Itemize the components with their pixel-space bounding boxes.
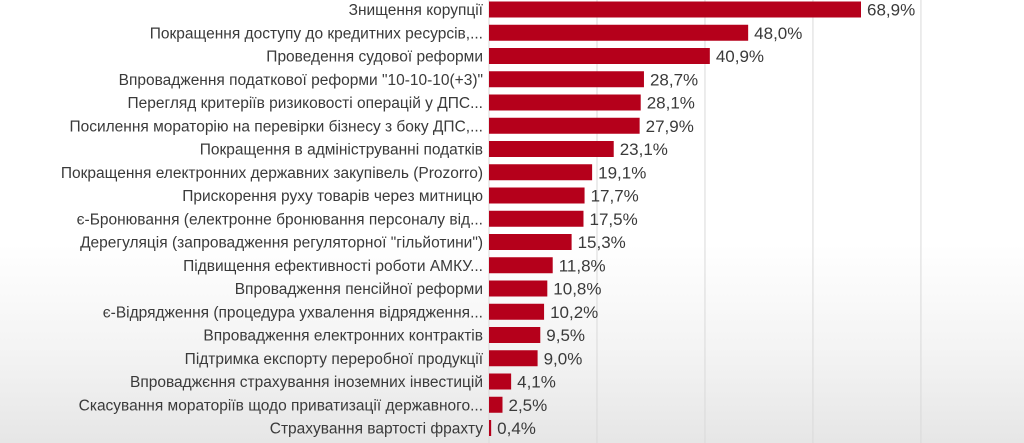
value-label: 9,0%: [544, 349, 583, 368]
category-label: Прискорення руху товарів через митницю: [182, 188, 483, 205]
category-label: Підвищення ефективності роботи АМКУ...: [183, 258, 483, 275]
value-label: 15,3%: [578, 233, 626, 252]
value-label: 28,1%: [647, 94, 695, 113]
category-label: Скасування мораторіїв щодо приватизації …: [79, 397, 483, 414]
bar: [489, 280, 548, 297]
bar: [489, 1, 861, 18]
value-label: 0,4%: [497, 419, 536, 438]
bar: [489, 48, 710, 64]
bar: [489, 350, 538, 367]
bar: [489, 210, 584, 227]
value-label: 9,5%: [546, 326, 585, 345]
bar: [489, 327, 541, 343]
value-label: 27,9%: [646, 117, 694, 136]
category-label: Впроваджєння страхування іноземних інвес…: [130, 374, 483, 391]
value-label: 23,1%: [620, 140, 668, 159]
bar: [489, 257, 553, 274]
category-label: Проведення судової реформи: [266, 49, 483, 66]
bar: [489, 94, 641, 111]
category-label: Перегляд критеріїв ризиковості операцій …: [128, 95, 484, 112]
bar: [489, 420, 492, 436]
bar: [489, 24, 749, 41]
category-label: Покращення електронних державних закупів…: [61, 165, 483, 182]
bar: [489, 141, 614, 157]
category-label: є-Бронювання (електронне бронювання перс…: [77, 211, 483, 228]
bar: [489, 117, 640, 134]
value-label: 28,7%: [650, 70, 698, 89]
category-label: Страхування вартості фрахту: [270, 421, 483, 438]
value-label: 10,2%: [550, 303, 598, 322]
category-label: Дерегуляція (запровадження регуляторної …: [80, 235, 483, 252]
category-labels: Знищення корупції Покращення доступу до к…: [61, 2, 484, 438]
category-label: Впровадження електронних контрактів: [203, 328, 483, 345]
bar: [489, 303, 545, 320]
category-label: Впровадження податкової реформи "10-10-1…: [119, 72, 483, 89]
value-label: 11,8%: [559, 256, 606, 275]
value-label: 40,9%: [716, 47, 764, 66]
bar: [489, 187, 585, 204]
category-label: Покращення доступу до кредитних ресурсів…: [150, 25, 483, 42]
category-label: Знищення корупції: [349, 2, 484, 19]
value-labels: 68,9% 48,0% 40,9% 28,7% 28,1% 27,9% 23,1% 19,1%…: [497, 1, 915, 439]
value-label: 2,5%: [508, 396, 547, 415]
category-label: є-Відрядження (процедура ухвалення відря…: [103, 304, 483, 321]
value-label: 4,1%: [517, 373, 556, 392]
bar: [489, 71, 644, 88]
value-label: 68,9%: [867, 1, 915, 20]
bar: [489, 164, 593, 181]
bar: [489, 373, 512, 390]
bar: [489, 234, 572, 250]
value-label: 19,1%: [598, 163, 646, 182]
bars: [489, 1, 861, 436]
bar: [489, 396, 503, 413]
category-label: Посилення мораторію на перевірки бізнесу…: [69, 118, 483, 135]
value-label: 48,0%: [754, 24, 802, 43]
category-label: Підтримка експорту переробної продукції: [185, 351, 484, 368]
value-label: 17,7%: [591, 187, 639, 206]
category-label: Впровадження пенсійної реформи: [235, 281, 483, 298]
value-label: 17,5%: [589, 210, 637, 229]
category-label: Покращення в адмініструванні податків: [200, 142, 483, 159]
value-label: 10,8%: [553, 280, 601, 299]
